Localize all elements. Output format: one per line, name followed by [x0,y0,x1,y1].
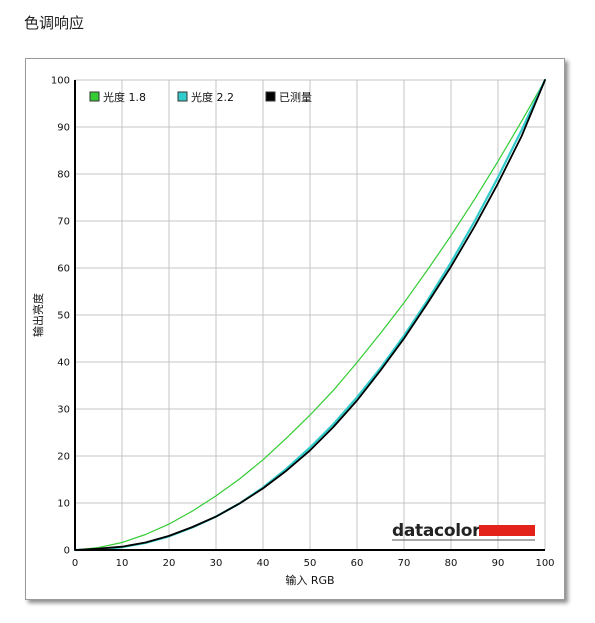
y-tick-label: 70 [57,217,70,228]
x-tick-label: 0 [72,558,78,569]
x-tick-label: 90 [492,558,505,569]
legend-label-2: 光度 2.2 [191,90,234,104]
page-title: 色调响应 [24,14,85,32]
y-axis-label: 输出亮度 [31,293,45,337]
legend: 光度 1.8 光度 2.2 已测量 [89,90,312,104]
y-tick-label: 90 [57,123,70,134]
x-tick-label: 50 [304,558,317,569]
legend-swatch-2 [177,91,188,102]
logo-text: datacolor [392,521,481,541]
y-tick-label: 100 [51,76,70,87]
tone-response-chart: 0 10 20 30 40 50 60 70 80 90 100 0 10 20 30 40 50 60 70 80 9… [31,76,555,588]
y-tick-label: 20 [57,452,70,463]
legend-swatch-3 [265,91,276,102]
axes: 0 10 20 30 40 50 60 70 80 90 100 0 10 20 30 40 50 60 70 80 9… [31,76,555,588]
grid [74,79,546,551]
y-tick-label: 50 [57,311,70,322]
x-tick-label: 30 [210,558,223,569]
series-line-3 [74,79,546,551]
x-tick-label: 70 [398,558,411,569]
x-tick-label: 10 [116,558,129,569]
y-tick-label: 0 [64,546,70,557]
legend-swatch-1 [89,91,100,102]
x-tick-label: 40 [257,558,270,569]
logo-red-bar [479,525,535,536]
chart-panel: 0 10 20 30 40 50 60 70 80 90 100 0 10 20 30 40 50 60 70 80 9… [25,58,565,600]
legend-label-3: 已测量 [279,91,312,104]
series-lines [73,78,547,552]
y-tick-label: 80 [57,170,70,181]
y-tick-label: 10 [57,499,70,510]
x-tick-label: 60 [351,558,364,569]
x-axis-label: 输入 RGB [285,573,334,587]
x-tick-label: 100 [535,558,554,569]
y-tick-label: 60 [57,264,70,275]
y-tick-label: 30 [57,405,70,416]
series-line-1 [74,79,546,551]
x-tick-label: 20 [163,558,176,569]
y-tick-label: 40 [57,358,70,369]
x-tick-label: 80 [445,558,458,569]
legend-label-1: 光度 1.8 [103,90,146,104]
datacolor-logo: datacolor [392,521,535,541]
